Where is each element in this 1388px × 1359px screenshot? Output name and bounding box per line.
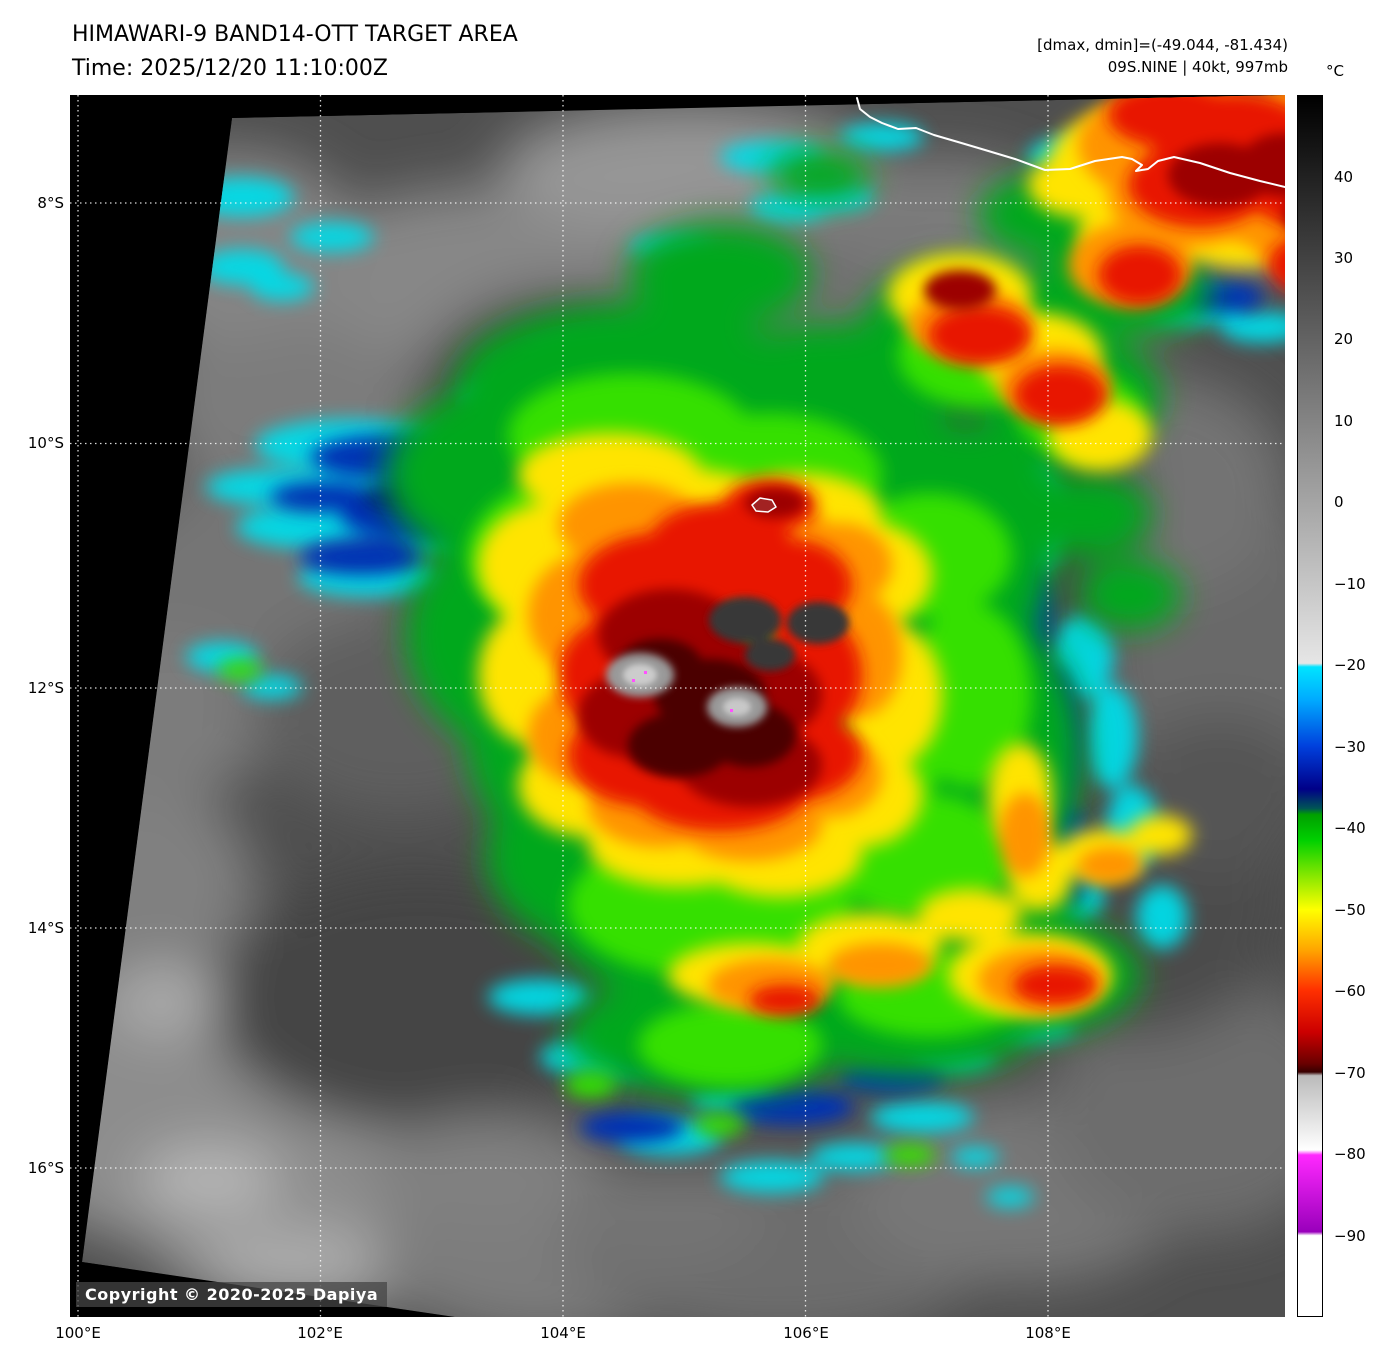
lon-tick-108e: 108°E	[1025, 1324, 1071, 1342]
lat-tick-14s: 14°S	[27, 919, 64, 937]
lat-tick-12s: 12°S	[27, 679, 64, 697]
colorbar-tick-n40: −40	[1334, 819, 1366, 837]
lat-tick-16s: 16°S	[27, 1159, 64, 1177]
colorbar-unit-label: °C	[1326, 62, 1344, 80]
colorbar-tick-20: 20	[1334, 330, 1354, 348]
colorbar-tick-30: 30	[1334, 249, 1354, 267]
lat-tick-8s: 8°S	[37, 194, 64, 212]
lon-tick-102e: 102°E	[297, 1324, 343, 1342]
colorbar-tick-n20: −20	[1334, 656, 1366, 674]
grid-lines	[70, 95, 1285, 1317]
storm-info: 09S.NINE | 40kt, 997mb	[1107, 58, 1288, 76]
colorbar-tick-n50: −50	[1334, 901, 1366, 919]
satellite-ir-image	[70, 95, 1285, 1317]
colorbar-tick-40: 40	[1334, 168, 1354, 186]
header-left: HIMAWARI-9 BAND14-OTT TARGET AREA Time: …	[72, 18, 518, 86]
header-right: [dmax, dmin]=(-49.044, -81.434) 09S.NINE…	[1037, 34, 1288, 78]
lon-tick-104e: 104°E	[540, 1324, 586, 1342]
colorbar-tick-n60: −60	[1334, 982, 1366, 1000]
dark-gray-spots	[709, 597, 849, 671]
timestamp: Time: 2025/12/20 11:10:00Z	[72, 56, 388, 81]
colorbar-tick-10: 10	[1334, 412, 1354, 430]
colorbar-tick-n70: −70	[1334, 1064, 1366, 1082]
colorbar-tick-n90: −90	[1334, 1227, 1366, 1245]
colorbar-tick-n10: −10	[1334, 575, 1366, 593]
satellite-image-plot: Copyright © 2020-2025 Dapiya	[70, 95, 1285, 1317]
warm-dry-slots	[606, 653, 767, 727]
gray-cloud-texture	[82, 105, 1285, 1317]
lat-tick-10s: 10°S	[27, 434, 64, 452]
lon-tick-106e: 106°E	[783, 1324, 829, 1342]
copyright-watermark: Copyright © 2020-2025 Dapiya	[76, 1282, 388, 1307]
lon-tick-100e: 100°E	[55, 1324, 101, 1342]
christmas-island-outline	[751, 497, 777, 513]
java-coastline	[856, 97, 1285, 188]
colorbar-tick-n30: −30	[1334, 738, 1366, 756]
colorbar-tick-n80: −80	[1334, 1145, 1366, 1163]
colorbar	[1297, 95, 1323, 1317]
dmax-dmin-readout: [dmax, dmin]=(-49.044, -81.434)	[1037, 36, 1288, 54]
colorbar-tick-0: 0	[1334, 493, 1344, 511]
page-title: HIMAWARI-9 BAND14-OTT TARGET AREA	[72, 22, 518, 47]
